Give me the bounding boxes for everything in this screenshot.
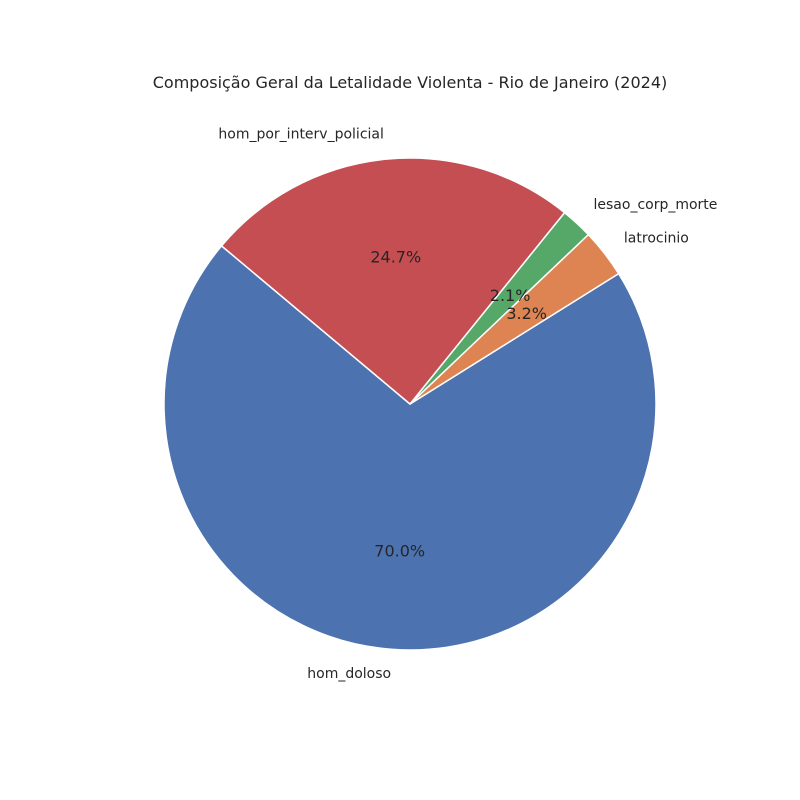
category-labels: hom_doloso latrocinio lesao_corp_morte hom_… bbox=[218, 127, 717, 682]
pie-slice-hom-doloso bbox=[163, 245, 657, 651]
percentage-label-latrocinio: 3.2% bbox=[506, 304, 547, 323]
category-label-hom-por-interv-policial: hom_por_interv_policial bbox=[218, 127, 383, 143]
category-label-latrocinio: latrocinio bbox=[624, 230, 689, 246]
chart-title: Composição Geral da Letalidade Violenta … bbox=[153, 73, 668, 92]
percentage-label-hom-por-interv-policial: 24.7% bbox=[370, 248, 421, 267]
category-label-lesao-corp-morte: lesao_corp_morte bbox=[594, 197, 718, 213]
pie-slices bbox=[163, 157, 657, 651]
percentage-labels: 70.0% 3.2%2.1% 24.7% bbox=[370, 248, 547, 561]
pie-slice-hom-por-interv-policial bbox=[220, 157, 566, 405]
percentage-label-lesao-corp-morte: 2.1% bbox=[490, 286, 531, 305]
category-label-hom-doloso: hom_doloso bbox=[307, 666, 391, 682]
percentage-label-hom-doloso: 70.0% bbox=[374, 542, 425, 561]
